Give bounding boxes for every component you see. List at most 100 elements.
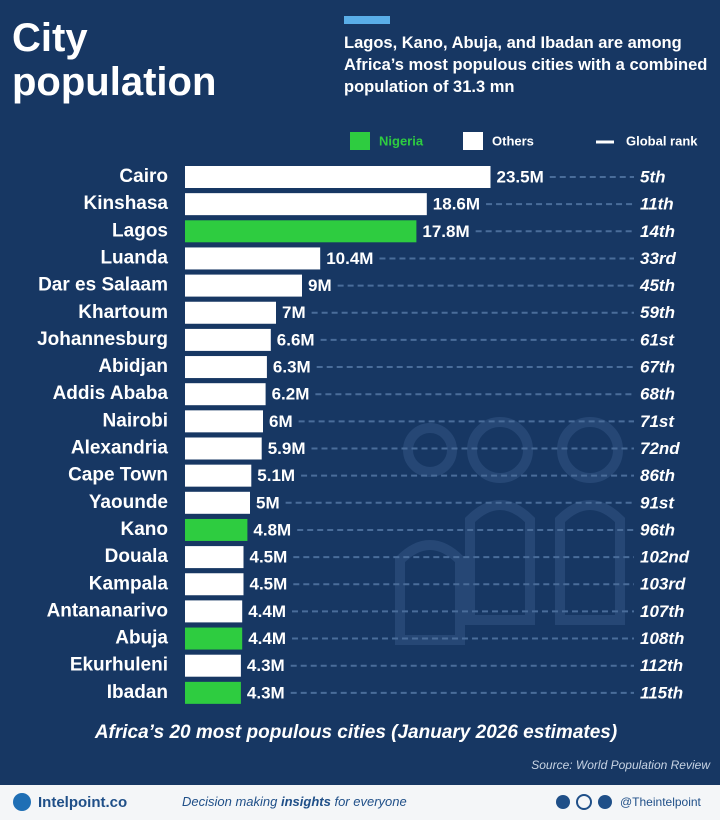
rank-label: 115th xyxy=(640,683,683,702)
bar xyxy=(185,600,243,623)
chart-subtitle: Lagos, Kano, Abuja, and Ibadan are among… xyxy=(344,34,708,96)
chart: Nigeria Others Global rank Cairo 23.5M 5th Kin… xyxy=(37,132,711,772)
tagline-start: Decision making xyxy=(182,794,281,809)
rank-label: 102nd xyxy=(640,548,690,567)
brand[interactable]: Intelpoint.co xyxy=(38,794,127,811)
category-label: Khartoum xyxy=(78,302,168,323)
value-label: 4.5M xyxy=(250,548,288,567)
footer-graphics: Intelpoint.co Decision making insights f… xyxy=(13,793,702,811)
value-label: 4.3M xyxy=(247,656,285,675)
category-label: Kinshasa xyxy=(84,193,169,214)
bar xyxy=(185,654,241,677)
tagline: Decision making insights for everyone xyxy=(182,794,407,809)
bar xyxy=(185,627,243,650)
bar xyxy=(185,518,248,541)
category-label: Nairobi xyxy=(103,410,168,431)
category-label: Kano xyxy=(121,519,169,540)
bar xyxy=(185,166,491,188)
category-label: Addis Ababa xyxy=(53,383,169,404)
background-figures xyxy=(395,417,625,645)
category-label: Cape Town xyxy=(68,465,168,486)
tagline-bold: insights xyxy=(281,794,331,809)
bar xyxy=(185,328,271,351)
handle[interactable]: @Theintelpoint xyxy=(620,795,702,809)
category-label: Luanda xyxy=(100,247,168,268)
chart-title: City population xyxy=(12,16,217,104)
bar xyxy=(185,464,252,487)
rank-label: 112th xyxy=(640,656,683,675)
category-label: Abuja xyxy=(115,628,168,649)
bar xyxy=(185,274,302,297)
rank-label: 67th xyxy=(640,358,675,377)
value-label: 6.3M xyxy=(273,358,311,377)
source: Source: World Population Review xyxy=(531,758,711,772)
category-label: Yaounde xyxy=(89,492,168,513)
category-label: Kampala xyxy=(89,573,169,594)
value-label: 6M xyxy=(269,412,293,431)
value-label: 17.8M xyxy=(422,222,469,241)
category-label: Antananarivo xyxy=(47,600,168,621)
rank-label: 91st xyxy=(640,493,675,512)
facebook-icon[interactable] xyxy=(598,795,612,809)
rank-label: 68th xyxy=(640,385,675,404)
accent-bar xyxy=(344,16,390,24)
category-label: Abidjan xyxy=(98,356,168,377)
category-label: Alexandria xyxy=(71,438,169,459)
value-label: 4.3M xyxy=(247,683,285,702)
rank-label: 108th xyxy=(640,629,684,648)
value-label: 18.6M xyxy=(433,195,480,214)
value-label: 6.6M xyxy=(277,330,315,349)
bar xyxy=(185,573,244,596)
value-label: 6.2M xyxy=(272,385,310,404)
value-label: 23.5M xyxy=(497,167,544,186)
rank-label: 45th xyxy=(639,276,675,295)
bar xyxy=(185,383,266,406)
bar xyxy=(185,220,417,243)
rank-label: 72nd xyxy=(640,439,680,458)
value-label: 4.4M xyxy=(248,629,286,648)
bar xyxy=(185,247,321,270)
category-label: Johannesburg xyxy=(37,329,168,350)
value-label: 9M xyxy=(308,276,332,295)
bar xyxy=(185,193,427,216)
legend-swatch xyxy=(350,132,370,150)
brand-logo xyxy=(13,793,31,811)
value-label: 4.4M xyxy=(248,602,286,621)
instagram-icon[interactable] xyxy=(576,794,592,810)
value-label: 5.1M xyxy=(257,466,295,485)
value-label: 10.4M xyxy=(326,249,373,268)
rank-label: 5th xyxy=(640,167,666,186)
bar xyxy=(185,546,244,569)
value-label: 7M xyxy=(282,303,306,322)
rank-label: 59th xyxy=(640,303,675,322)
value-label: 4.8M xyxy=(253,520,291,539)
bar xyxy=(185,410,263,433)
x-icon[interactable] xyxy=(556,795,570,809)
value-label: 5.9M xyxy=(268,439,306,458)
value-label: 4.5M xyxy=(250,575,288,594)
legend-label: Nigeria xyxy=(379,133,424,148)
rank-label: 14th xyxy=(640,222,675,241)
category-label: Dar es Salaam xyxy=(38,275,168,296)
bar xyxy=(185,301,276,324)
rank-label: 71st xyxy=(640,412,675,431)
category-label: Lagos xyxy=(112,220,168,241)
rank-label: 61st xyxy=(640,330,675,349)
bar xyxy=(185,437,262,460)
rank-label: 107th xyxy=(640,602,684,621)
rank-label: 33rd xyxy=(640,249,677,268)
legend-swatch xyxy=(463,132,483,150)
value-label: 5M xyxy=(256,493,280,512)
rank-label: 11th xyxy=(640,195,674,214)
bar xyxy=(185,491,250,514)
rank-label: 96th xyxy=(640,520,675,539)
tagline-end: for everyone xyxy=(331,794,407,809)
footer: Intelpoint.co Decision making insights f… xyxy=(0,785,720,820)
category-label: Ibadan xyxy=(107,682,168,703)
rank-label: 103rd xyxy=(640,575,686,594)
bar xyxy=(185,681,241,704)
caption: Africa’s 20 most populous cities (Januar… xyxy=(94,722,617,743)
bar xyxy=(185,356,267,379)
category-label: Ekurhuleni xyxy=(70,655,168,676)
